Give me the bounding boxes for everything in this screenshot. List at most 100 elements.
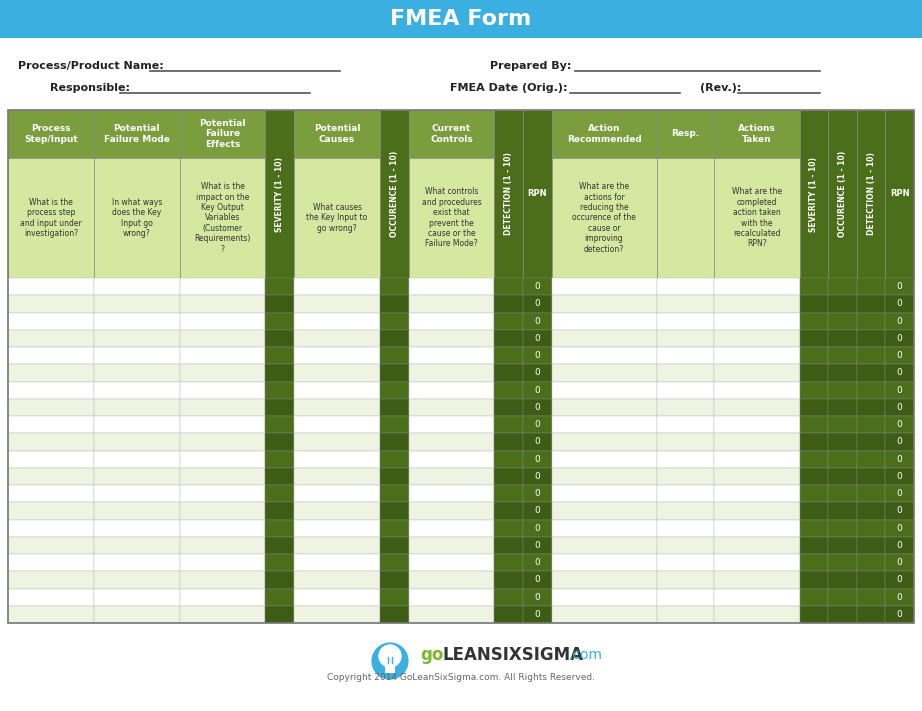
- Bar: [828, 416, 857, 433]
- Bar: [885, 313, 914, 330]
- Bar: [94, 295, 180, 313]
- Bar: [180, 416, 266, 433]
- Text: In what ways
does the Key
Input go
wrong?: In what ways does the Key Input go wrong…: [112, 198, 162, 238]
- Bar: [494, 468, 523, 485]
- Bar: [714, 468, 799, 485]
- Bar: [380, 399, 408, 416]
- Bar: [266, 382, 294, 399]
- Text: 0: 0: [535, 593, 540, 602]
- Text: 0: 0: [535, 368, 540, 378]
- Bar: [494, 330, 523, 347]
- Bar: [828, 330, 857, 347]
- Bar: [656, 313, 714, 330]
- Bar: [523, 110, 551, 278]
- Text: 0: 0: [897, 472, 903, 481]
- Bar: [885, 382, 914, 399]
- Bar: [494, 313, 523, 330]
- Bar: [94, 468, 180, 485]
- Text: 0: 0: [897, 593, 903, 602]
- Text: 0: 0: [897, 385, 903, 395]
- Bar: [408, 554, 494, 571]
- Bar: [94, 502, 180, 520]
- Bar: [828, 451, 857, 468]
- Bar: [294, 571, 380, 589]
- Text: SEVERITY (1 - 10): SEVERITY (1 - 10): [810, 156, 819, 232]
- Bar: [885, 468, 914, 485]
- Bar: [266, 313, 294, 330]
- Bar: [8, 313, 94, 330]
- Bar: [494, 364, 523, 382]
- Bar: [294, 158, 380, 278]
- Bar: [656, 110, 714, 158]
- Bar: [656, 502, 714, 520]
- Bar: [494, 110, 523, 278]
- Bar: [266, 606, 294, 623]
- Bar: [408, 278, 494, 295]
- Bar: [408, 537, 494, 554]
- Circle shape: [370, 641, 410, 681]
- Bar: [8, 382, 94, 399]
- Bar: [294, 554, 380, 571]
- Bar: [494, 520, 523, 537]
- Bar: [94, 451, 180, 468]
- Bar: [94, 485, 180, 502]
- Bar: [857, 520, 885, 537]
- Bar: [714, 347, 799, 364]
- Bar: [8, 571, 94, 589]
- Bar: [714, 589, 799, 606]
- Bar: [180, 606, 266, 623]
- Bar: [799, 554, 828, 571]
- Bar: [857, 347, 885, 364]
- Text: 0: 0: [535, 385, 540, 395]
- Bar: [8, 537, 94, 554]
- Bar: [266, 416, 294, 433]
- Bar: [523, 485, 551, 502]
- Bar: [408, 502, 494, 520]
- Bar: [551, 502, 656, 520]
- Bar: [523, 554, 551, 571]
- Bar: [94, 554, 180, 571]
- Bar: [266, 110, 294, 278]
- Bar: [380, 364, 408, 382]
- Text: 0: 0: [535, 437, 540, 447]
- Text: 0: 0: [535, 610, 540, 619]
- Bar: [799, 364, 828, 382]
- Bar: [857, 399, 885, 416]
- Bar: [799, 278, 828, 295]
- Bar: [494, 399, 523, 416]
- Bar: [8, 502, 94, 520]
- Bar: [551, 571, 656, 589]
- Bar: [8, 606, 94, 623]
- Bar: [857, 278, 885, 295]
- Bar: [266, 537, 294, 554]
- Bar: [294, 399, 380, 416]
- Bar: [494, 433, 523, 451]
- Bar: [551, 330, 656, 347]
- Text: OCCURENCE (1 - 10): OCCURENCE (1 - 10): [390, 151, 398, 237]
- Bar: [408, 606, 494, 623]
- Bar: [656, 433, 714, 451]
- Bar: [380, 313, 408, 330]
- Bar: [8, 485, 94, 502]
- Bar: [408, 364, 494, 382]
- Bar: [551, 606, 656, 623]
- Bar: [885, 399, 914, 416]
- Bar: [408, 347, 494, 364]
- Bar: [494, 589, 523, 606]
- Bar: [408, 295, 494, 313]
- Bar: [523, 416, 551, 433]
- Text: 0: 0: [897, 420, 903, 429]
- Bar: [294, 110, 380, 158]
- Bar: [828, 589, 857, 606]
- Bar: [180, 451, 266, 468]
- Bar: [8, 520, 94, 537]
- Bar: [551, 110, 656, 158]
- Bar: [266, 399, 294, 416]
- Bar: [408, 110, 494, 158]
- Bar: [885, 330, 914, 347]
- Bar: [857, 313, 885, 330]
- Text: 0: 0: [897, 282, 903, 291]
- Bar: [714, 416, 799, 433]
- Text: What are the
completed
action taken
with the
recalculated
RPN?: What are the completed action taken with…: [731, 188, 782, 249]
- Circle shape: [379, 645, 401, 667]
